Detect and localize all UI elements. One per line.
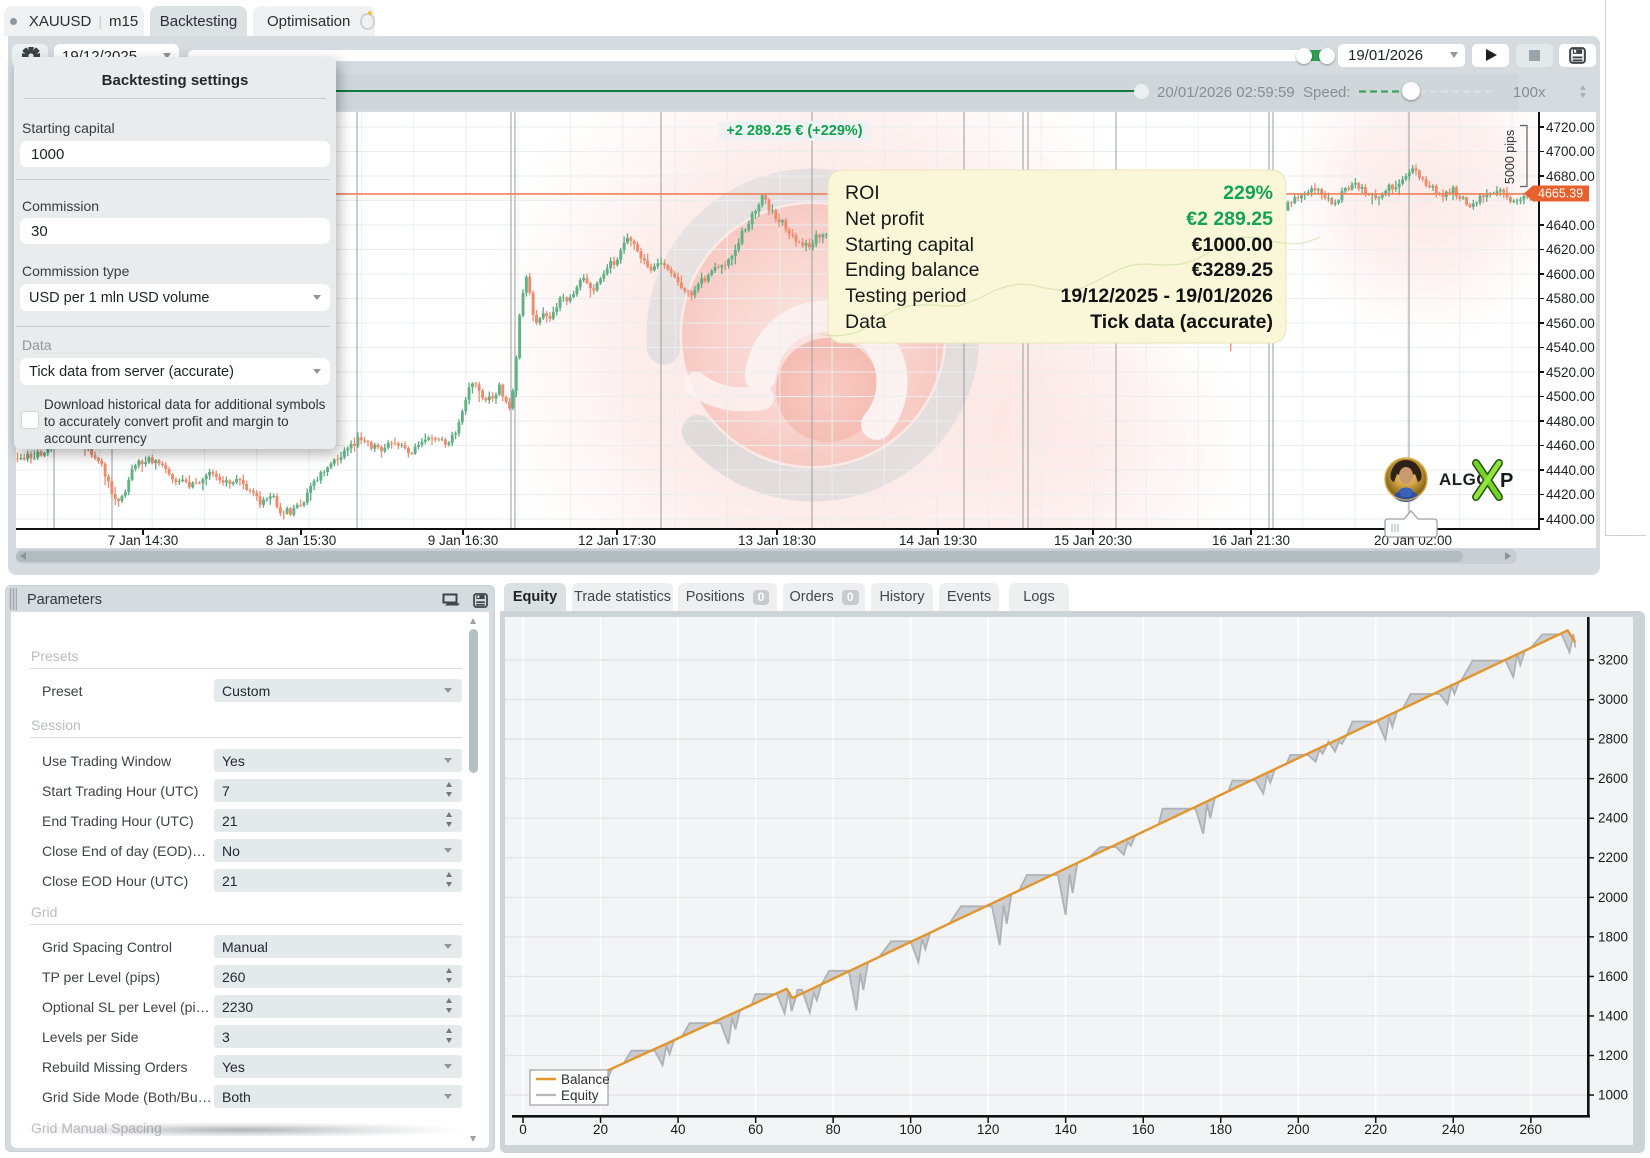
svg-text:220: 220 (1364, 1122, 1387, 1137)
svg-text:80: 80 (826, 1122, 841, 1137)
svg-text:100: 100 (899, 1122, 922, 1137)
svg-text:120: 120 (977, 1122, 1000, 1137)
svg-text:2000: 2000 (1598, 890, 1628, 905)
svg-text:4665.39: 4665.39 (1538, 187, 1583, 201)
svg-text:Equity: Equity (561, 1088, 599, 1103)
svg-text:1200: 1200 (1598, 1048, 1628, 1063)
svg-text:0: 0 (519, 1122, 527, 1137)
svg-text:60: 60 (748, 1122, 763, 1137)
svg-text:Balance: Balance (561, 1072, 610, 1087)
svg-text:2800: 2800 (1598, 732, 1628, 747)
svg-text:2400: 2400 (1598, 811, 1628, 826)
svg-text:3000: 3000 (1598, 692, 1628, 707)
svg-text:P: P (1500, 470, 1513, 492)
svg-text:180: 180 (1209, 1122, 1232, 1137)
svg-text:1800: 1800 (1598, 929, 1628, 944)
svg-text:ALGO: ALGO (1439, 470, 1490, 489)
svg-text:140: 140 (1054, 1122, 1077, 1137)
svg-text:20: 20 (593, 1122, 608, 1137)
svg-text:1000: 1000 (1598, 1088, 1628, 1103)
svg-text:1400: 1400 (1598, 1008, 1628, 1023)
svg-text:200: 200 (1287, 1122, 1310, 1137)
svg-text:2600: 2600 (1598, 771, 1628, 786)
svg-text:2200: 2200 (1598, 850, 1628, 865)
svg-text:40: 40 (670, 1122, 685, 1137)
svg-text:3200: 3200 (1598, 653, 1628, 668)
svg-text:1600: 1600 (1598, 969, 1628, 984)
svg-text:240: 240 (1442, 1122, 1465, 1137)
svg-text:5000 pips: 5000 pips (1503, 130, 1517, 184)
svg-text:260: 260 (1520, 1122, 1543, 1137)
svg-text:160: 160 (1132, 1122, 1155, 1137)
